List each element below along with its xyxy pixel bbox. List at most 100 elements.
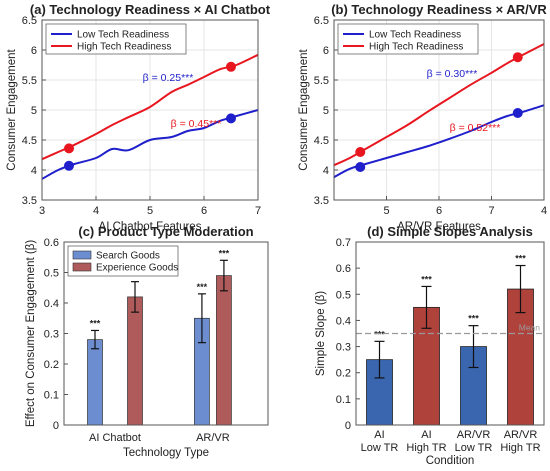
x-tick-label: 7 [488,205,494,217]
x-tick-label-line2: Low TR [455,442,493,454]
legend-box [337,23,479,55]
highlight-point [355,147,366,157]
y-tick-label: 0.6 [44,237,59,249]
y-axis-label: Simple Slope (β) [315,291,327,376]
panel-title: (d) Simple Slopes Analysis [367,224,533,239]
y-tick-label: 0.1 [336,394,351,406]
y-tick-label: 5 [31,105,37,117]
bar [216,275,232,426]
legend-label: Low Tech Readiness [369,30,461,41]
x-tick-label-line1: AI [421,429,431,441]
series-line-1 [41,53,259,161]
legend-swatch [72,262,92,272]
y-tick-label: 0.3 [336,342,351,354]
legend-label: Search Goods [96,251,160,262]
x-tick-label: 7 [255,205,261,217]
x-tick-label: 5 [383,205,389,217]
axes-frame [333,19,545,201]
bar [127,296,143,426]
beta-annotation: β = 0.25*** [143,72,194,84]
mean-label: Mean [519,323,541,333]
y-tick-label: 0 [53,420,59,432]
beta-annotation: β = 0.30*** [427,68,478,80]
significance-label: *** [515,254,526,264]
legend-label: High Tech Readiness [77,42,171,53]
x-tick-label-line2: High TR [500,442,540,454]
y-axis-label: Consumer Engagement [298,48,310,170]
y-axis-label: Effect on Consumer Engagement (β) [25,240,37,427]
y-tick-label: 5.5 [22,75,37,87]
legend-label: High Tech Readiness [369,42,463,53]
x-axis-label: AI Chatbot Features [99,221,202,233]
axes-frame [355,241,545,426]
significance-label: *** [90,318,101,328]
y-tick-label: 0.3 [44,329,59,341]
y-tick-label: 6.5 [314,15,329,27]
x-tick-label: 6 [436,205,442,217]
bar [87,339,103,426]
y-tick-label: 4 [31,165,37,177]
significance-label: *** [421,274,432,284]
y-tick-label: 5.5 [314,75,329,87]
series-line-0 [41,109,259,180]
y-tick-label: 5 [323,105,329,117]
significance-label: *** [197,282,208,292]
significance-label: *** [468,314,479,324]
y-tick-label: 3.5 [22,195,37,207]
x-axis-label: Technology Type [123,447,209,459]
highlight-point [64,143,74,154]
y-tick-label: 0.4 [336,315,351,327]
x-tick-label-line1: AI [374,429,384,441]
y-tick-label: 4 [323,165,329,177]
y-tick-label: 4.5 [314,135,329,147]
y-tick-label: 0.6 [336,263,351,275]
y-tick-label: 0.7 [336,237,351,249]
x-axis-label: Condition [426,455,475,467]
x-tick-label-line1: AR/VR [504,429,538,441]
y-tick-label: 0.5 [44,268,59,280]
beta-annotation: β = 0.52*** [450,122,501,134]
x-tick-label: 3 [39,205,45,217]
y-tick-label: 4.5 [22,135,37,147]
y-tick-label: 6 [323,45,329,57]
highlight-point [226,61,236,72]
legend-box [45,23,187,55]
x-tick-label: 5 [147,205,153,217]
y-tick-label: 3.5 [314,195,329,207]
y-tick-label: 6 [31,45,37,57]
highlight-point [64,160,74,171]
x-tick-label-line1: AR/VR [457,429,491,441]
x-tick-label-line2: Low TR [361,442,399,454]
x-axis-label: AR/VR Features [397,221,481,233]
y-tick-label: 0.2 [336,368,351,380]
legend-label: Low Tech Readiness [77,30,169,41]
y-tick-label: 0.4 [44,298,59,310]
legend-label: Experience Goods [96,263,178,274]
y-tick-label: 0.2 [44,359,59,371]
x-tick-label: 4 [93,205,99,217]
panel-title: (c) Product Type Moderation [78,224,253,239]
y-tick-label: 0.5 [336,289,351,301]
x-tick-label: 4 [541,205,547,217]
y-tick-label: 0.1 [44,390,59,402]
axes-frame [41,19,259,201]
highlight-point [512,108,523,118]
legend-swatch [72,250,92,260]
y-axis-label: Consumer Engagement [6,48,18,170]
beta-annotation: β = 0.45*** [171,118,222,130]
highlight-point [512,52,523,63]
highlight-point [355,162,366,172]
highlight-point [226,113,236,124]
panel-title: (b) Technology Readiness × AR/VR [331,2,547,17]
y-tick-label: 6.5 [22,15,37,27]
axes-frame [63,241,269,426]
significance-label: *** [374,329,385,339]
x-tick-label: AI Chatbot [89,432,141,444]
y-tick-label: 0 [345,420,351,432]
x-tick-label-line2: High TR [406,442,446,454]
panel-title: (a) Technology Readiness × AI Chatbot [30,2,271,17]
significance-label: *** [219,248,230,258]
x-tick-label: 6 [201,205,207,217]
